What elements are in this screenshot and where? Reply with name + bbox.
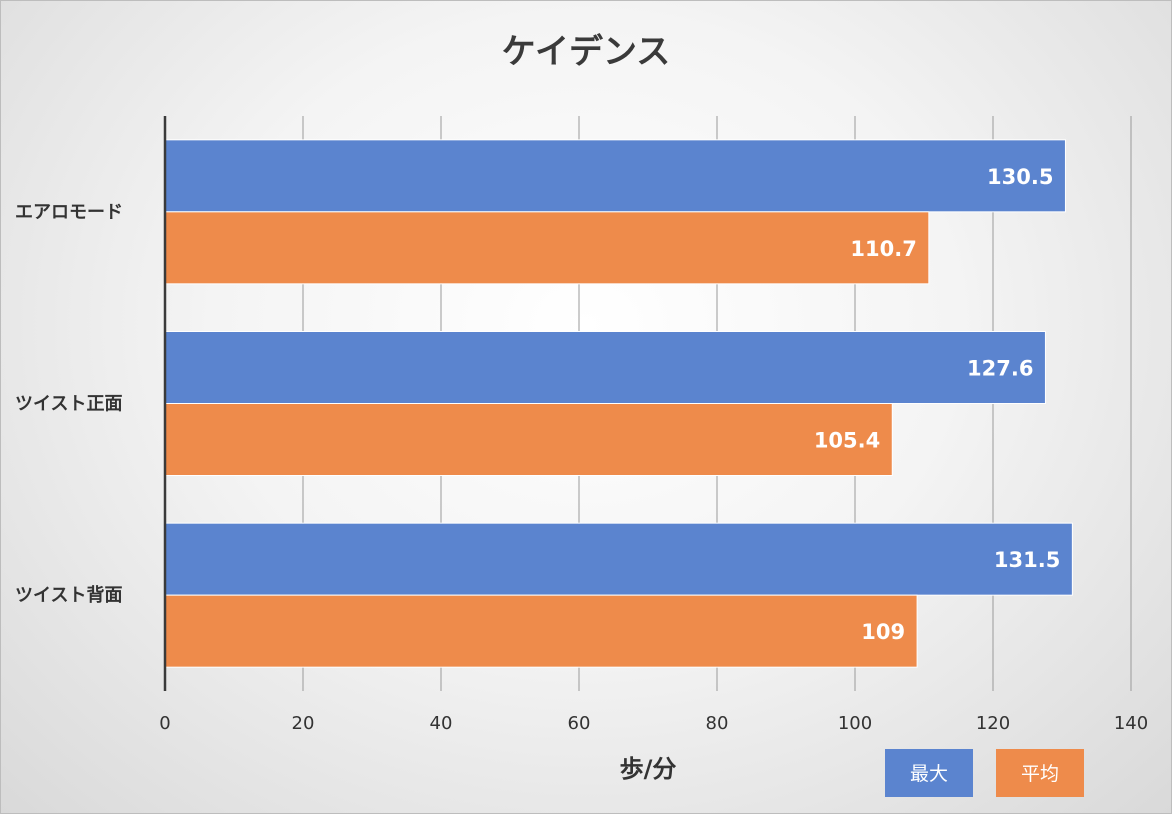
x-tick-label: 60 [568,713,591,734]
legend-item: 最大 [885,749,973,797]
x-tick-label: 100 [838,713,872,734]
legend-swatch [885,749,973,797]
data-labels: 130.5 110.7 127.6 105.4 131.5 109 [814,165,1061,644]
category-label: エアロモード [15,202,123,223]
x-tick-label: 80 [706,713,729,734]
data-label: 130.5 [987,165,1053,189]
bar-avg-0 [164,211,930,285]
bar-max-2 [164,522,1073,596]
data-label: 109 [861,620,905,644]
x-tick-label: 40 [430,713,453,734]
x-axis-title: 歩/分 [620,755,677,783]
legend: 最大 平均 [885,749,1084,797]
x-tick-label: 140 [1114,713,1148,734]
bars [164,139,1073,668]
data-label: 105.4 [814,429,880,453]
legend-label: 最大 [910,763,948,785]
legend-label: 平均 [1021,763,1059,785]
chart-title: ケイデンス [502,32,671,72]
bar-avg-1 [164,403,893,476]
bar-avg-2 [164,594,918,668]
category-label: ツイスト正面 [15,394,122,415]
x-tick-label: 120 [976,713,1010,734]
legend-swatch [996,749,1084,797]
data-label: 127.6 [967,357,1033,381]
bar-max-0 [164,139,1066,213]
x-tick-label: 0 [159,713,170,734]
data-label: 110.7 [850,237,916,261]
category-label: ツイスト背面 [15,584,122,606]
x-tick-label: 20 [292,713,315,734]
bar-max-1 [164,331,1046,404]
legend-item: 平均 [996,749,1084,797]
x-axis-ticks: 0 20 40 60 80 100 120 140 [159,713,1148,734]
data-label: 131.5 [994,548,1060,572]
